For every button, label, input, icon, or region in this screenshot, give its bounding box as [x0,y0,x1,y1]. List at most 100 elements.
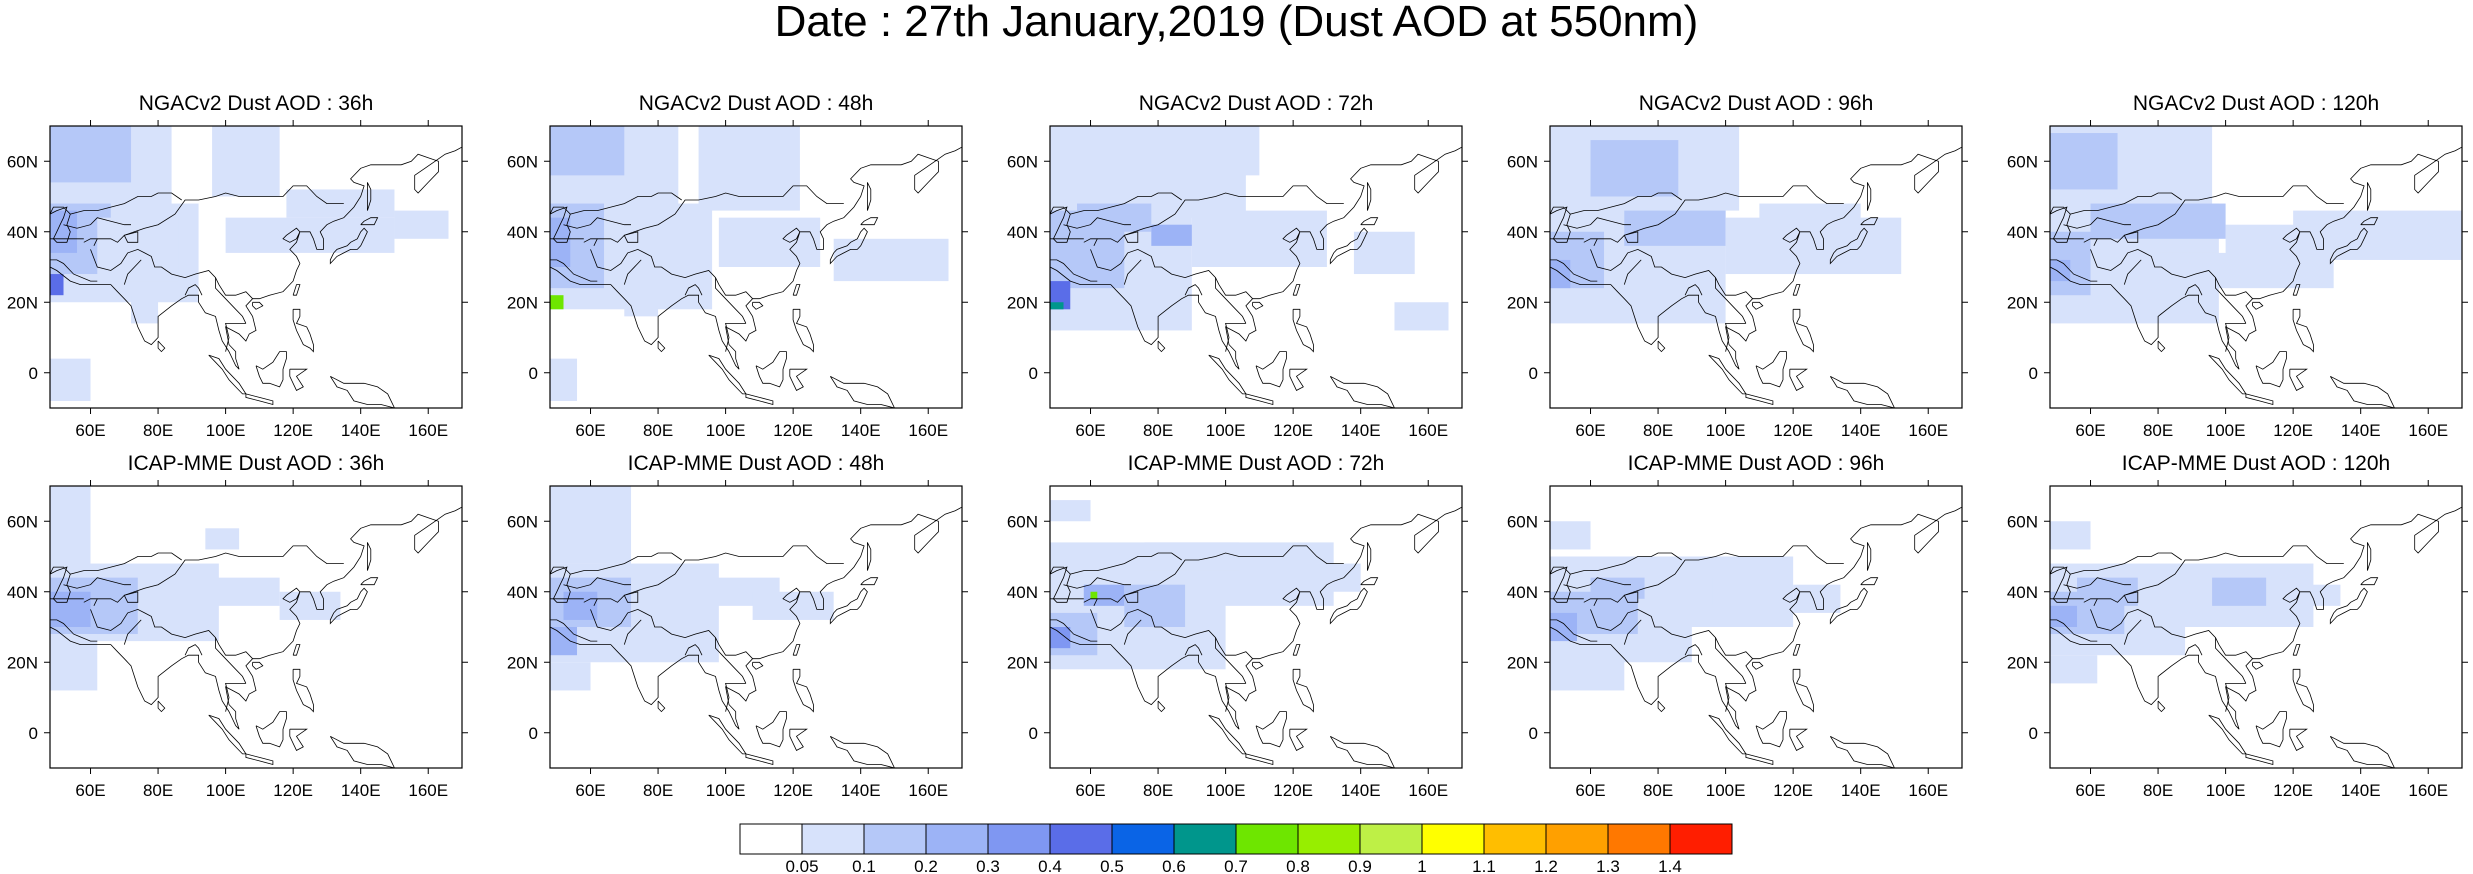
colorbar-label: 0.2 [914,857,938,874]
aod-field [50,126,449,401]
aod-cell [394,210,449,239]
coastline [1792,668,1814,713]
coastline [1745,753,1774,766]
coastline [860,217,879,226]
aod-cell [1624,210,1726,246]
aod-cell [205,528,240,550]
panel-title: ICAP-MME Dust AOD : 48h [627,452,885,475]
y-tick-label: 0 [1529,724,1538,743]
aod-cell [550,627,578,656]
x-tick-label: 120E [1273,421,1313,440]
coastline [2093,185,2344,246]
coastline [157,340,166,353]
coastline [2329,375,2395,408]
coastline [255,711,287,748]
coastline [50,206,71,243]
coastline [83,238,98,243]
x-tick-label: 80E [1143,421,1173,440]
y-tick-label: 60N [2007,152,2038,171]
coastline [1563,217,1631,229]
y-tick-label: 20N [2007,653,2038,672]
y-tick-label: 40N [507,583,538,602]
aod-cell [2212,577,2267,606]
coastline [2063,577,2131,589]
x-tick-label: 100E [706,421,746,440]
coastline [123,259,142,285]
x-tick-label: 80E [2143,421,2173,440]
y-tick-label: 0 [2029,364,2038,383]
x-tick-label: 160E [1908,421,1948,440]
coastline [1684,284,1703,296]
coastlines [550,506,962,768]
colorbar-swatch [1111,823,1175,855]
x-tick-label: 80E [1643,421,1673,440]
coastline [2252,661,2264,670]
coastline [593,185,844,246]
x-tick-label: 60E [1075,781,1105,800]
coastline [123,619,142,645]
y-tick-label: 40N [1507,583,1538,602]
colorbar-swatch [1421,823,1485,855]
y-tick-label: 40N [7,223,38,242]
aod-cell [550,358,578,401]
x-tick-label: 120E [273,421,313,440]
coastline [684,644,703,656]
x-tick-label: 80E [643,781,673,800]
coastline [360,577,379,586]
x-tick-label: 140E [1341,421,1381,440]
x-tick-label: 120E [1273,781,1313,800]
map-plot: 60E 80E 100E 120E 140E 160E 60N 40N 20N 0 [1507,120,1968,440]
colorbar-label: 1.4 [1658,857,1682,874]
y-tick-label: 60N [1007,512,1038,531]
coastline [245,393,274,406]
coastline [252,301,264,310]
coastline [1570,552,1682,575]
coastline [563,217,631,229]
coastline [1550,146,1962,370]
coastline [867,542,872,571]
aod-cell [225,217,395,253]
colorbar-label: 1.2 [1534,857,1558,874]
coastline [208,354,247,395]
y-tick-label: 20N [1007,293,1038,312]
aod-cell [833,238,949,282]
colorbar-swatch [987,823,1051,855]
coastline [1725,683,1746,712]
coastline [623,619,642,645]
coastline [2289,728,2308,751]
coastline [1657,340,1666,353]
coastline [867,182,872,211]
coastline [1123,619,1142,645]
coastline [2360,217,2379,226]
coastline [1289,728,1308,751]
coastline [2090,608,2253,659]
coastline [1623,619,1642,645]
aod-field [550,486,834,691]
coastline [1255,711,1287,748]
coastline [715,277,747,324]
y-tick-label: 60N [507,152,538,171]
coastline [157,700,166,713]
coastlines [1050,146,1462,408]
coastline [1292,644,1301,656]
coastline [1050,259,1098,282]
x-tick-label: 80E [1643,781,1673,800]
y-tick-label: 20N [1507,293,1538,312]
coastline [1570,192,1682,215]
aod-cell [50,591,91,627]
map-panel-ngacv2-0: NGACv2 Dust AOD : 36h 60E 80E 100E 120E 140E 1… [0,92,472,448]
coastline [1860,577,1879,586]
coastline [755,351,787,388]
coastline [725,683,746,712]
x-tick-label: 100E [2206,781,2246,800]
colorbar-label: 0.7 [1224,857,1248,874]
coastline [1708,354,1747,395]
coastline [1752,301,1764,310]
aod-cell [50,358,91,401]
coastline [50,619,98,642]
y-tick-label: 0 [529,364,538,383]
coastline [1550,566,1571,603]
coastline [1292,284,1301,296]
coastline [1829,735,1895,768]
y-tick-label: 20N [1007,653,1038,672]
